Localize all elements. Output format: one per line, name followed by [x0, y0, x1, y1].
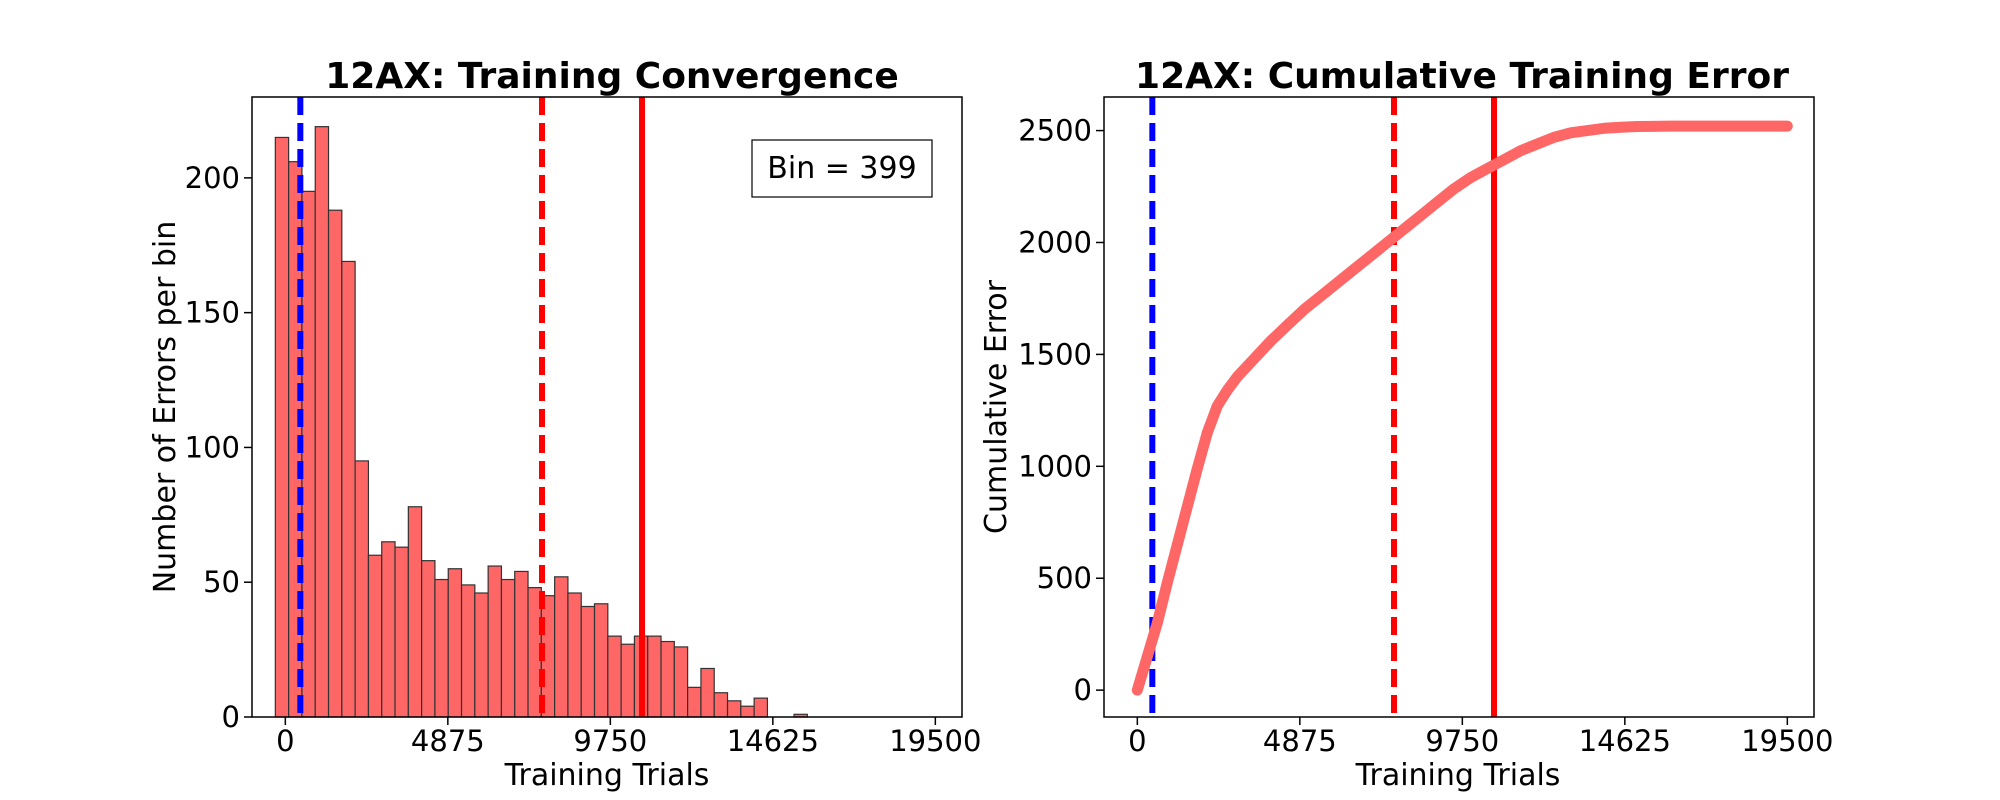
histogram-bar	[447, 568, 463, 718]
y-tick-label: 100	[185, 430, 240, 464]
histogram-bar	[407, 506, 423, 718]
y-tick-label: 0	[222, 700, 240, 734]
histogram-bar	[460, 584, 476, 718]
histogram-bar	[421, 560, 436, 718]
histogram-bar	[673, 646, 689, 718]
annotation-box: Bin = 399	[751, 139, 933, 198]
x-tick-label: 9750	[1425, 724, 1499, 758]
histogram-bar	[314, 126, 330, 718]
histogram-bar	[274, 136, 290, 718]
plot-frame	[1103, 96, 1815, 718]
y-tick-label: 2000	[1018, 225, 1092, 259]
histogram-bar	[713, 692, 729, 718]
x-tick-label: 0	[276, 724, 294, 758]
y-ticks: 0 50 100 150 200	[185, 161, 252, 734]
x-tick-label: 19500	[1741, 724, 1833, 758]
histogram-bar	[381, 541, 396, 718]
x-tick-label: 9750	[573, 724, 647, 758]
y-tick-label: 50	[203, 565, 240, 599]
histogram-bar	[487, 565, 503, 718]
x-ticks: 0 4875 9750 14625 19500	[1128, 717, 1833, 758]
y-tick-label: 500	[1037, 561, 1092, 595]
histogram-bar	[500, 578, 516, 718]
histogram-bar	[753, 697, 769, 718]
x-tick-label: 4875	[411, 724, 485, 758]
x-ticks: 0 4875 9750 14625 19500	[276, 717, 981, 758]
x-tick-label: 14625	[1579, 724, 1671, 758]
x-axis-label: Training Trials	[504, 758, 710, 793]
histogram-bar	[660, 640, 675, 718]
y-axis-label: Cumulative Error	[979, 279, 1014, 534]
y-tick-label: 1000	[1018, 449, 1092, 483]
y-tick-label: 1500	[1018, 337, 1092, 371]
histogram-bar	[327, 209, 343, 718]
histogram-bar	[580, 605, 596, 718]
y-tick-label: 0	[1074, 673, 1092, 707]
histogram-bar	[700, 667, 715, 718]
reference-lines	[1149, 97, 1497, 717]
histogram-bar	[341, 260, 356, 718]
chart-title: 12AX: Training Convergence	[325, 56, 899, 97]
cumulative-line	[1131, 120, 1793, 696]
histogram-bar	[354, 460, 370, 718]
histogram-bar	[593, 603, 609, 718]
histogram-bar	[567, 592, 582, 718]
y-tick-label: 200	[185, 161, 240, 195]
histogram-bar	[514, 570, 529, 718]
y-ticks: 0 500 1000 1500 2000 2500	[1018, 114, 1104, 707]
plot-frame	[251, 96, 963, 718]
histogram-bar	[647, 635, 662, 718]
y-tick-label: 2500	[1018, 114, 1092, 148]
histogram-bar	[301, 190, 316, 718]
x-tick-label: 0	[1128, 724, 1146, 758]
bin-annotation: Bin = 399	[767, 151, 916, 186]
chart-title: 12AX: Cumulative Training Error	[1135, 56, 1789, 97]
histogram-panel: 12AX: Training Convergence 0 4875 9750 1462…	[148, 56, 981, 793]
histogram-bar	[434, 578, 449, 718]
annotation-frame	[751, 139, 933, 198]
histogram-bar	[620, 643, 636, 718]
x-axis-label: Training Trials	[1355, 758, 1561, 793]
histogram-bar	[740, 705, 755, 718]
histogram-bar	[474, 592, 489, 718]
histogram-bar	[687, 686, 702, 718]
histogram-bar	[607, 635, 622, 718]
y-tick-label: 150	[185, 296, 240, 330]
reference-lines	[297, 97, 645, 717]
histogram-bar	[554, 576, 569, 718]
series-line	[1131, 120, 1793, 696]
x-tick-label: 14625	[727, 724, 819, 758]
histogram-bars	[274, 126, 808, 718]
cumulative-panel: 12AX: Cumulative Training Error 0 4875 975…	[979, 56, 1833, 793]
x-tick-label: 4875	[1263, 724, 1337, 758]
histogram-bar	[394, 546, 409, 718]
histogram-bar	[367, 554, 383, 718]
x-tick-label: 19500	[889, 724, 981, 758]
y-axis-label: Number of Errors per bin	[148, 221, 183, 594]
histogram-bar	[726, 700, 742, 718]
